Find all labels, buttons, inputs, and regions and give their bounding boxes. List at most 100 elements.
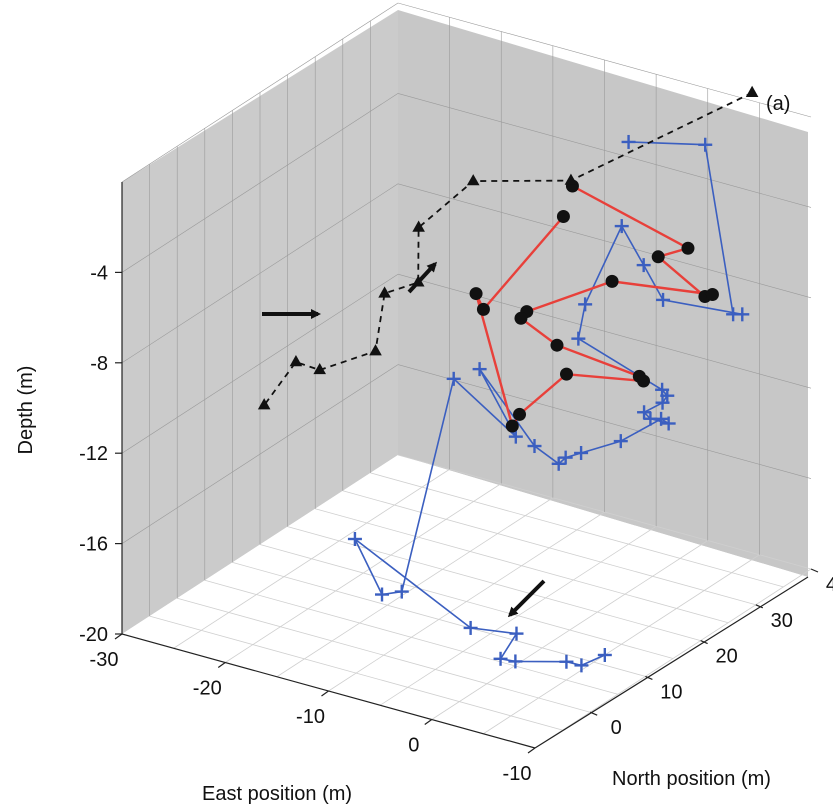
gridlines bbox=[121, 2, 812, 749]
y-tick-label: 30 bbox=[771, 610, 793, 632]
z-axis-label: Depth (m) bbox=[15, 366, 37, 455]
floor-gridline bbox=[232, 562, 646, 677]
wall-gridline bbox=[121, 2, 399, 183]
circle-marker bbox=[556, 209, 570, 223]
z-tick-label: -16 bbox=[79, 534, 108, 556]
y-tick bbox=[589, 711, 598, 716]
circle-marker bbox=[651, 250, 665, 264]
plus-marker bbox=[394, 584, 409, 599]
plus-marker bbox=[574, 445, 589, 460]
x-tick bbox=[217, 662, 226, 668]
plus-marker bbox=[558, 450, 573, 465]
plus-marker bbox=[508, 654, 523, 669]
circle-marker bbox=[476, 302, 490, 316]
y-tick-label: 10 bbox=[660, 681, 682, 703]
plus-marker bbox=[637, 405, 652, 420]
wall-gridline bbox=[397, 273, 812, 389]
triangle-marker bbox=[369, 344, 382, 356]
x-axis-label: East position (m) bbox=[202, 783, 352, 805]
floor-gridline-minor bbox=[315, 508, 729, 624]
triangle-marker bbox=[564, 173, 578, 185]
floor-gridline-minor bbox=[259, 544, 674, 659]
circle-marker bbox=[559, 367, 573, 381]
tick-marks bbox=[114, 271, 819, 754]
plus-marker bbox=[621, 134, 636, 149]
arrow-annotation-2 bbox=[407, 261, 438, 294]
x-tick bbox=[114, 633, 123, 640]
y-tick-label: 40 bbox=[826, 574, 833, 596]
triangle-marker bbox=[412, 220, 425, 232]
z-tick-label: -12 bbox=[79, 443, 108, 465]
tracks bbox=[257, 85, 759, 673]
floor-gridline bbox=[177, 597, 591, 713]
circle-marker bbox=[513, 407, 527, 421]
plus-marker bbox=[508, 429, 523, 444]
plus-marker bbox=[614, 219, 629, 234]
wall-gridline bbox=[397, 183, 812, 299]
plus-marker bbox=[735, 307, 750, 322]
z-tick-label: -4 bbox=[90, 262, 108, 284]
triangle-marker bbox=[378, 286, 391, 298]
circle-marker bbox=[705, 288, 719, 302]
plus-marker bbox=[656, 292, 671, 307]
plus-marker bbox=[493, 651, 508, 666]
circle-marker bbox=[550, 338, 564, 352]
wall-gridline bbox=[397, 364, 812, 479]
y-tick bbox=[810, 568, 819, 573]
floor-gridline-minor bbox=[370, 472, 784, 588]
x-tick bbox=[527, 747, 536, 754]
plus-marker bbox=[551, 456, 566, 471]
floor-gridline-minor bbox=[149, 615, 563, 731]
circle-marker bbox=[514, 311, 528, 325]
floor-gridline-minor bbox=[204, 579, 618, 695]
plus-marker bbox=[578, 297, 593, 312]
plus-marker bbox=[559, 654, 574, 669]
y-tick-label: 0 bbox=[611, 717, 622, 739]
x-tick bbox=[424, 719, 433, 725]
circle-marker bbox=[681, 241, 695, 255]
wall-gridline bbox=[121, 364, 399, 544]
x-tick-label: 0 bbox=[408, 735, 419, 757]
series-line-triangle bbox=[263, 91, 753, 406]
plus-marker bbox=[661, 416, 676, 431]
plus-marker bbox=[613, 434, 628, 449]
plus-marker bbox=[574, 658, 589, 673]
triangle-marker bbox=[289, 355, 303, 367]
circle-marker bbox=[469, 287, 483, 301]
wall-gridline bbox=[397, 93, 812, 208]
wall-gridline bbox=[121, 93, 399, 273]
x-tick-label: -20 bbox=[193, 678, 222, 700]
triangle-marker bbox=[466, 174, 480, 186]
panel-label: (a) bbox=[766, 93, 790, 115]
floor-gridline bbox=[342, 490, 756, 606]
back-wall bbox=[398, 10, 808, 577]
arrow-annotation-3 bbox=[507, 579, 546, 618]
x-tick-label: -10 bbox=[296, 706, 325, 728]
plus-marker bbox=[375, 587, 390, 602]
plus-marker bbox=[571, 331, 586, 346]
wall-gridline bbox=[121, 183, 399, 364]
z-tick-label: -20 bbox=[79, 624, 108, 646]
plus-marker bbox=[472, 362, 487, 377]
y-tick-label: 20 bbox=[715, 646, 737, 668]
x-tick-label: -30 bbox=[90, 649, 119, 671]
y-tick bbox=[755, 604, 764, 609]
plus-marker bbox=[347, 531, 362, 546]
plus-marker bbox=[463, 620, 478, 635]
x-tick-label: -10 bbox=[503, 763, 532, 785]
series-line-plus bbox=[354, 141, 743, 667]
tick-labels: -30 -20 -10 0 -10 0 10 20 30 40 -4 -8 -12 -16 -20 bbox=[79, 262, 833, 785]
plus-marker bbox=[636, 258, 651, 273]
plus-marker bbox=[597, 647, 612, 662]
triangle-marker bbox=[257, 398, 271, 410]
plus-marker bbox=[654, 411, 669, 426]
circle-marker bbox=[505, 419, 519, 433]
triangle-marker bbox=[745, 85, 759, 98]
plus-marker bbox=[655, 395, 670, 410]
plus-marker bbox=[446, 371, 461, 386]
triangle-marker bbox=[313, 362, 327, 375]
circle-marker bbox=[605, 274, 619, 288]
y-axis-label: North position (m) bbox=[612, 768, 771, 790]
wall-gridline bbox=[121, 273, 399, 454]
